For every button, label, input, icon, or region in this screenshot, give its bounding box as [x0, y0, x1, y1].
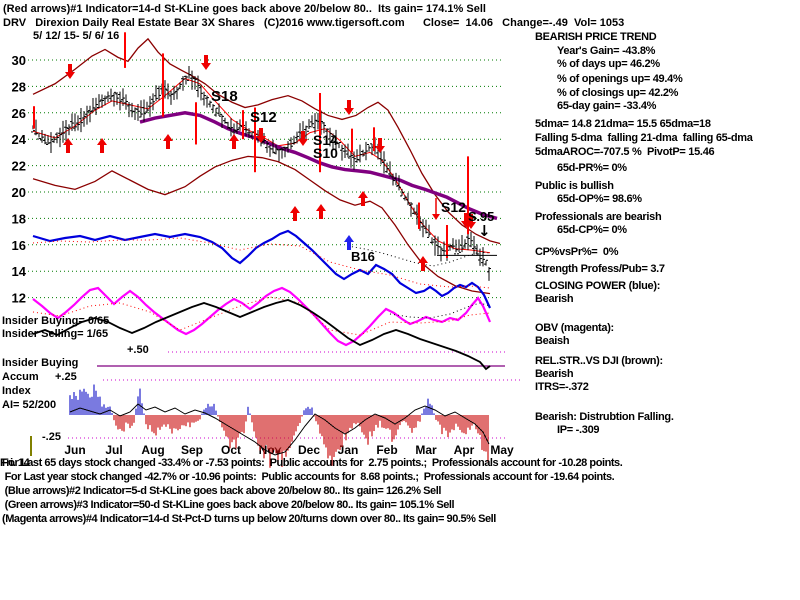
right-panel-line-17: Bearish [535, 293, 574, 305]
svg-text:Feb: Feb [376, 443, 397, 457]
series-rel-str-dji [32, 299, 491, 371]
label-plus50: +.50 [127, 344, 149, 356]
label-accum: Accum [2, 371, 39, 383]
series-lower-band [32, 155, 491, 295]
label-index: Index [2, 385, 31, 397]
svg-text:S12: S12 [441, 199, 466, 215]
right-panel-line-14: CP%vsPr%= 0% [535, 246, 619, 258]
red-spikes [33, 32, 469, 258]
right-panel-line-13: 65d-CP%= 0% [557, 224, 627, 236]
right-panel-line-2: % of days up= 46.2% [557, 58, 660, 70]
footer-line-2: (Blue arrows)#2 Indicator=5-d St-KLine g… [2, 485, 442, 497]
right-panel-line-20: REL.STR..VS DJI (brown): [535, 355, 663, 367]
svg-text:S: S [468, 209, 477, 224]
svg-text:S10: S10 [313, 145, 338, 161]
svg-text:Jul: Jul [105, 443, 122, 457]
label-insider-selling: Insider Selling= 1/65 [2, 328, 109, 340]
footer-line-1: For Last year stock changed -42.7% or -1… [2, 471, 615, 483]
svg-text:May: May [490, 443, 514, 457]
svg-text:B16: B16 [351, 249, 375, 264]
label-plus25: +.25 [55, 371, 77, 383]
svg-text:↓: ↓ [478, 222, 491, 240]
svg-text:12: 12 [12, 291, 26, 306]
label-insider-buying2: Insider Buying [2, 357, 79, 369]
signal-line-red-arrows: (Red arrows)#1 Indicator=14-d St-KLine g… [3, 3, 486, 15]
footer-overlay-date: Fri. 14 [0, 457, 30, 469]
accumulation-histogram [69, 384, 489, 468]
label-insider-buying: Insider Buying= 0/65 [2, 315, 110, 327]
svg-text:30: 30 [12, 53, 26, 68]
svg-text:28: 28 [12, 79, 26, 94]
price-gridlines-and-ticks: 30 28 26 24 22 20 18 16 14 12 [12, 53, 503, 306]
right-panel-line-7: Falling 5-dma falling 21-dma falling 65-… [535, 132, 753, 144]
right-panel-line-21: Bearish [535, 368, 574, 380]
footer-line-3: (Green arrows)#3 Indicator=50-d St-KLine… [2, 499, 455, 511]
month-axis: Jun Jul Aug Sep Oct Nov Dec Jan Feb Mar Apr May [64, 443, 514, 457]
right-panel-line-6: 5dma= 14.8 21dma= 15.5 65dma=18 [535, 118, 711, 130]
series-obv-black-dotted [389, 302, 491, 319]
right-panel-line-10: Public is bullish [535, 180, 614, 192]
footer-line-0: For Last 65 days stock changed -33.4% or… [2, 457, 623, 469]
signal-arrows: ↓ [63, 55, 491, 271]
right-panel-line-18: OBV (magenta): [535, 322, 614, 334]
svg-text:22: 22 [12, 159, 26, 174]
right-panel-line-12: Professionals are bearish [535, 211, 662, 223]
right-panel-line-9: 65d-PR%= 0% [557, 162, 627, 174]
svg-text:Aug: Aug [141, 443, 164, 457]
svg-text:14: 14 [12, 264, 27, 279]
svg-text:24: 24 [12, 132, 27, 147]
svg-text:-.95: -.95 [472, 209, 494, 224]
svg-text:Oct: Oct [221, 443, 241, 457]
ticker-title-line: DRV Direxion Daily Real Estate Bear 3X S… [3, 17, 625, 29]
series-upper-band [32, 37, 501, 245]
right-panel-line-19: Beaish [535, 335, 570, 347]
svg-text:Mar: Mar [415, 443, 437, 457]
svg-text:20: 20 [12, 185, 26, 200]
label-ai: AI= 52/200 [2, 399, 57, 411]
right-panel-line-3: % of openings up= 49.4% [557, 73, 683, 85]
candlesticks [31, 66, 491, 281]
svg-text:18: 18 [12, 211, 26, 226]
right-panel-line-23: Bearish: Distrubtion Falling. [535, 411, 674, 423]
right-panel-line-16: CLOSING POWER (blue): [535, 280, 661, 292]
svg-text:S18: S18 [211, 88, 238, 105]
right-panel-line-4: % of closings up= 42.2% [557, 87, 679, 99]
right-panel-line-8: 5dmaAROC=-707.5 % PivotP= 15.46 [535, 146, 715, 158]
series-closing-power [32, 229, 491, 309]
right-panel-line-0: BEARISH PRICE TREND [535, 31, 657, 43]
label-minus25: -.25 [42, 431, 61, 443]
footer-line-4: (Magenta arrows)#4 Indicator=14-d St-Pct… [2, 513, 496, 525]
svg-text:16: 16 [12, 238, 26, 253]
right-panel-line-5: 65-day gain= -33.4% [557, 100, 657, 112]
series-obv [32, 286, 492, 347]
date-range: 5/ 12/ 15- 5/ 6/ 16 [33, 30, 120, 42]
svg-text:S12: S12 [250, 109, 277, 126]
right-panel-line-11: 65d-OP%= 98.6% [557, 193, 642, 205]
svg-text:S14: S14 [313, 132, 338, 148]
svg-text:Dec: Dec [298, 443, 320, 457]
svg-text:Sep: Sep [181, 443, 203, 457]
right-panel-line-24: IP= -.309 [557, 424, 600, 436]
svg-text:Jun: Jun [64, 443, 85, 457]
indicator-reference-lines [30, 351, 520, 456]
svg-text:26: 26 [12, 106, 26, 121]
series-ai-cumulative [69, 403, 490, 456]
right-panel-line-1: Year's Gain= -43.8% [557, 45, 656, 57]
right-panel-line-15: Strength Profess/Pub= 3.7 [535, 263, 665, 275]
right-panel-line-22: ITRS=-.372 [535, 381, 589, 393]
svg-text:Apr: Apr [454, 443, 475, 457]
svg-text:Jan: Jan [338, 443, 359, 457]
